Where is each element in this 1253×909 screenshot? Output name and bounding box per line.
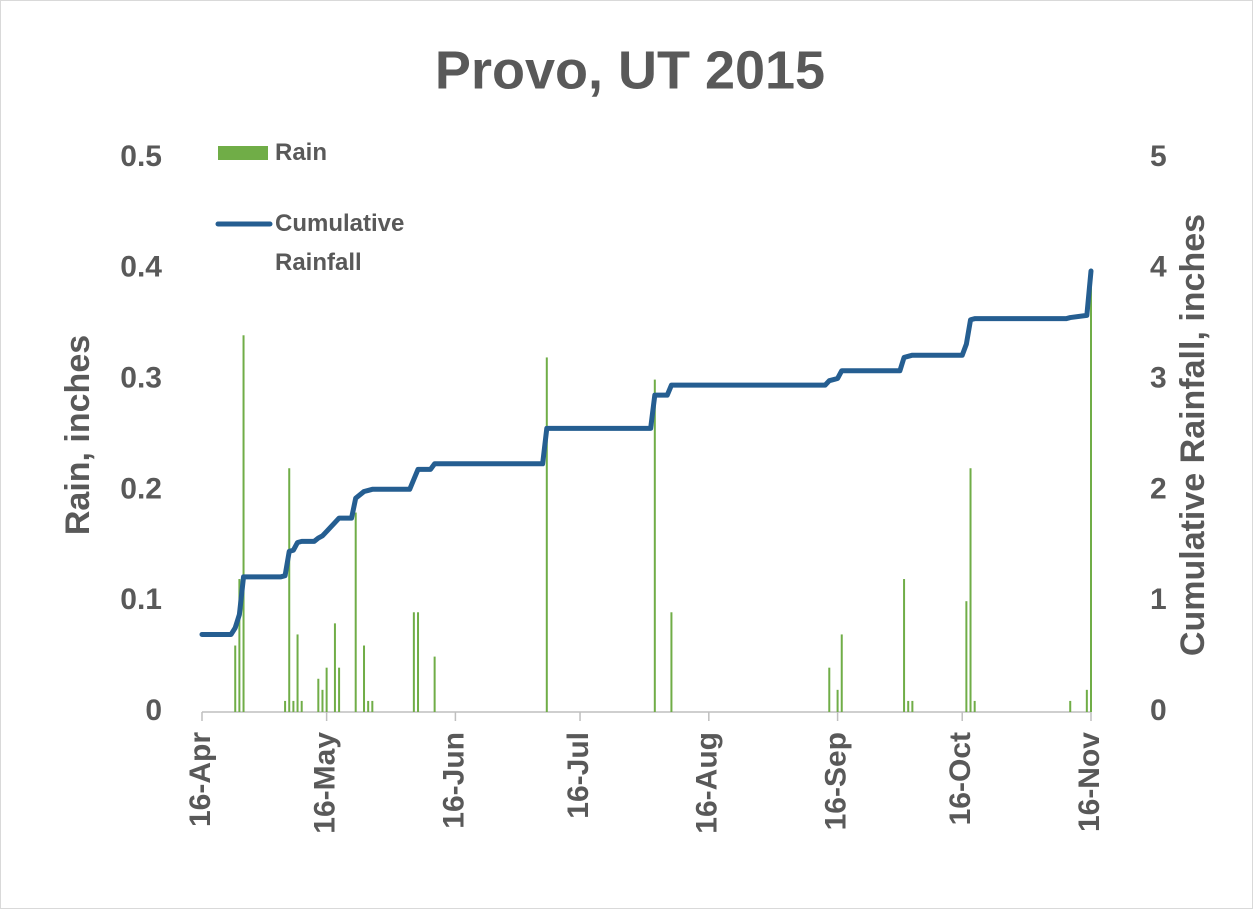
y-tick-label: 0.2	[120, 472, 162, 505]
bar	[670, 612, 673, 712]
x-tick-label: 16-Nov	[1073, 732, 1106, 832]
bar	[367, 700, 370, 712]
x-tick-label: 16-Aug	[691, 732, 724, 834]
line	[199, 268, 1094, 637]
bar	[284, 700, 287, 712]
chart-title: Provo, UT 2015	[435, 40, 825, 100]
bar	[333, 623, 336, 712]
y2-tick-label: 1	[1150, 583, 1167, 616]
bar	[836, 689, 839, 712]
y-tick-label: 0	[145, 694, 162, 727]
y2-axis-title: Cumulative Rainfall, inches	[1174, 214, 1212, 656]
x-tick-label: 16-Oct	[944, 732, 977, 825]
bar	[292, 700, 295, 712]
bar	[417, 612, 420, 712]
y-tick-label: 0.5	[120, 140, 162, 173]
bar	[238, 579, 241, 712]
bar	[234, 645, 237, 712]
legend-label: Cumulative Rainfall	[275, 210, 405, 276]
y2-tick-label: 2	[1150, 472, 1167, 505]
bar	[828, 667, 831, 712]
bar	[317, 678, 320, 712]
bar	[338, 667, 341, 712]
y-tick-label: 0.3	[120, 362, 162, 395]
bar	[412, 612, 415, 712]
x-tick-label: 16-Jul	[562, 732, 595, 819]
y2-tick-label: 0	[1150, 694, 1167, 727]
bar	[903, 579, 906, 712]
x-tick-label: 16-Sep	[820, 732, 853, 830]
x-tick-label: 16-Apr	[184, 732, 217, 827]
x-tick-label: 16-May	[309, 732, 342, 834]
y2-tick-label: 3	[1150, 362, 1167, 395]
bar	[433, 656, 436, 712]
bar	[288, 468, 291, 712]
y-tick-label: 0.4	[120, 251, 162, 284]
bar	[363, 645, 366, 712]
bar	[1090, 268, 1092, 712]
y-tick-label: 0.1	[120, 583, 162, 616]
legend-swatch	[218, 146, 268, 160]
bar	[354, 512, 357, 712]
bar	[969, 468, 972, 712]
bar	[321, 689, 324, 712]
bar	[300, 700, 303, 712]
y2-tick-label: 5	[1150, 140, 1167, 173]
bar	[911, 700, 914, 712]
y-axis-title: Rain, inches	[59, 335, 97, 535]
bar	[965, 601, 968, 712]
bar	[653, 379, 656, 712]
legend-label: Rain	[275, 139, 328, 166]
x-tick-label: 16-Jun	[437, 732, 470, 829]
bar	[840, 634, 843, 712]
bar	[296, 634, 299, 712]
y2-tick-label: 4	[1150, 251, 1167, 284]
bar	[1085, 689, 1088, 712]
bar	[973, 700, 976, 712]
bar	[325, 667, 328, 712]
bar	[545, 357, 548, 712]
bar	[242, 335, 245, 712]
bar	[1069, 700, 1072, 712]
bar	[907, 700, 910, 712]
bar	[371, 700, 374, 712]
